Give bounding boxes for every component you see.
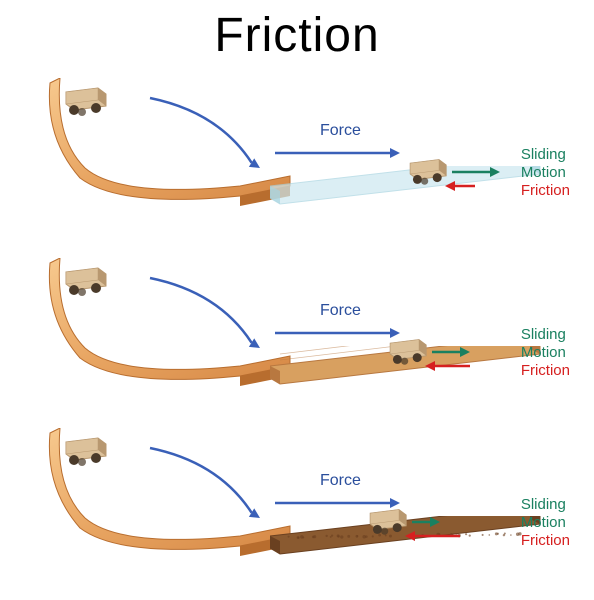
friction-arrow [400,526,480,546]
side-labels: Sliding Motion Friction [521,496,570,550]
sliding-label: Sliding [521,326,570,344]
friction-label: Friction [521,362,570,380]
ramp-arrow [40,258,300,398]
motion-label: Motion [521,164,570,182]
force-label: Force [320,302,361,320]
friction-arrow [420,356,500,376]
force-arrow [270,318,450,348]
side-labels: Sliding Motion Friction [521,326,570,380]
motion-label: Motion [521,514,570,532]
scene-dirt: Force Sliding Motion Friction [40,428,560,578]
friction-arrow [440,176,520,196]
page-title: Friction [214,8,379,63]
ramp-arrow [40,78,300,218]
ramp-arrow [40,428,300,568]
force-arrow [270,138,450,168]
side-labels: Sliding Motion Friction [521,146,570,200]
scene-wood: Force Sliding Motion Friction [40,258,560,408]
scene-ice: Force Sliding Motion Friction [40,78,560,228]
motion-label: Motion [521,344,570,362]
force-label: Force [320,122,361,140]
friction-label: Friction [521,182,570,200]
sliding-label: Sliding [521,496,570,514]
friction-label: Friction [521,532,570,550]
force-label: Force [320,472,361,490]
sliding-label: Sliding [521,146,570,164]
